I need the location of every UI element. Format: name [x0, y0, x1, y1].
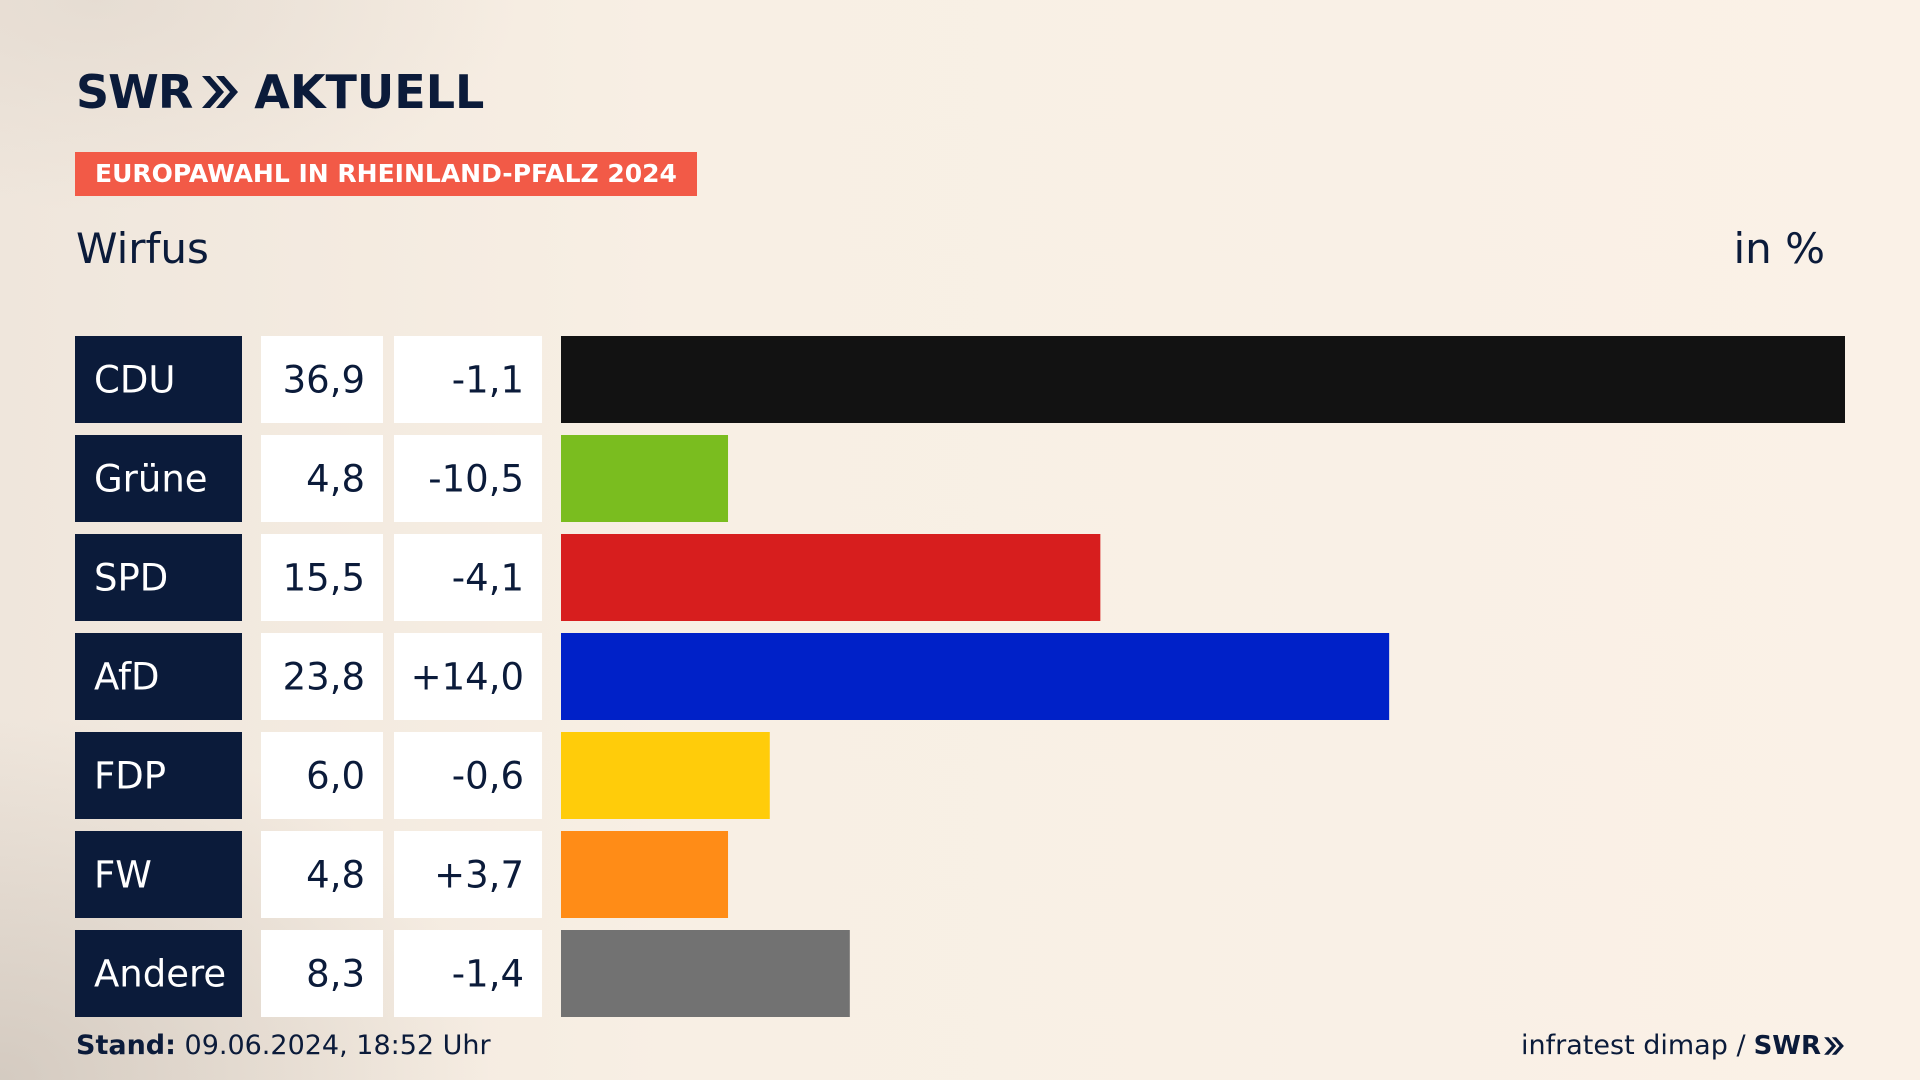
change-cell-2	[394, 534, 542, 621]
value-cell-0	[261, 336, 383, 423]
party-cell-5	[75, 831, 242, 918]
value-cell-6	[261, 930, 383, 1017]
change-label-5: +3,7	[434, 854, 524, 897]
change-cell-0	[394, 336, 542, 423]
value-label-4: 6,0	[306, 755, 365, 798]
value-label-3: 23,8	[283, 656, 365, 699]
bar-4	[561, 732, 770, 819]
unit-label: in %	[1733, 224, 1825, 273]
value-label-6: 8,3	[306, 953, 365, 996]
change-label-3: +14,0	[411, 656, 524, 699]
stand-value: 09.06.2024, 18:52 Uhr	[184, 1030, 491, 1061]
value-label-5: 4,8	[306, 854, 365, 897]
value-label-0: 36,9	[283, 359, 365, 402]
source-credit: infratest dimap / SWR	[1521, 1030, 1845, 1061]
party-cell-2	[75, 534, 242, 621]
change-cell-3	[394, 633, 542, 720]
party-label-4: FDP	[94, 755, 166, 798]
change-cell-5	[394, 831, 542, 918]
source-brand: SWR	[1754, 1031, 1845, 1061]
change-label-0: -1,1	[452, 359, 524, 402]
value-cell-1	[261, 435, 383, 522]
value-cell-5	[261, 831, 383, 918]
party-cell-1	[75, 435, 242, 522]
change-label-2: -4,1	[452, 557, 524, 600]
change-cell-4	[394, 732, 542, 819]
party-cell-0	[75, 336, 242, 423]
party-label-3: AfD	[94, 656, 160, 699]
logo-swr-text: SWR	[76, 65, 193, 119]
party-label-1: Grüne	[94, 458, 208, 501]
party-label-0: CDU	[94, 359, 175, 402]
stand-label: Stand:	[76, 1030, 176, 1061]
bar-5	[561, 831, 729, 918]
double-chevron-icon	[202, 76, 239, 108]
party-label-5: FW	[94, 854, 152, 897]
value-cell-3	[261, 633, 383, 720]
party-cell-6	[75, 930, 242, 1017]
value-label-2: 15,5	[283, 557, 365, 600]
bar-3	[561, 633, 1390, 720]
timestamp: Stand: 09.06.2024, 18:52 Uhr	[76, 1030, 491, 1061]
bar-6	[561, 930, 850, 1017]
value-cell-2	[261, 534, 383, 621]
change-label-1: -10,5	[428, 458, 524, 501]
swr-aktuell-logo: SWR AKTUELL	[76, 65, 485, 119]
party-label-6: Andere	[94, 953, 226, 996]
party-label-2: SPD	[94, 557, 168, 600]
party-cell-3	[75, 633, 242, 720]
bar-1	[561, 435, 729, 522]
change-label-4: -0,6	[452, 755, 524, 798]
small-chevron-icon	[1824, 1036, 1844, 1055]
change-cell-1	[394, 435, 542, 522]
party-cell-4	[75, 732, 242, 819]
value-cell-4	[261, 732, 383, 819]
change-label-6: -1,4	[452, 953, 524, 996]
source-text: infratest dimap /	[1521, 1030, 1746, 1061]
election-tag: EUROPAWAHL IN RHEINLAND-PFALZ 2024	[75, 152, 697, 196]
value-label-1: 4,8	[306, 458, 365, 501]
change-cell-6	[394, 930, 542, 1017]
bar-2	[561, 534, 1101, 621]
chart-title: Wirfus	[76, 224, 209, 273]
bar-0	[561, 336, 1845, 423]
source-brand-text: SWR	[1753, 1030, 1821, 1061]
logo-aktuell-text: AKTUELL	[254, 65, 485, 119]
